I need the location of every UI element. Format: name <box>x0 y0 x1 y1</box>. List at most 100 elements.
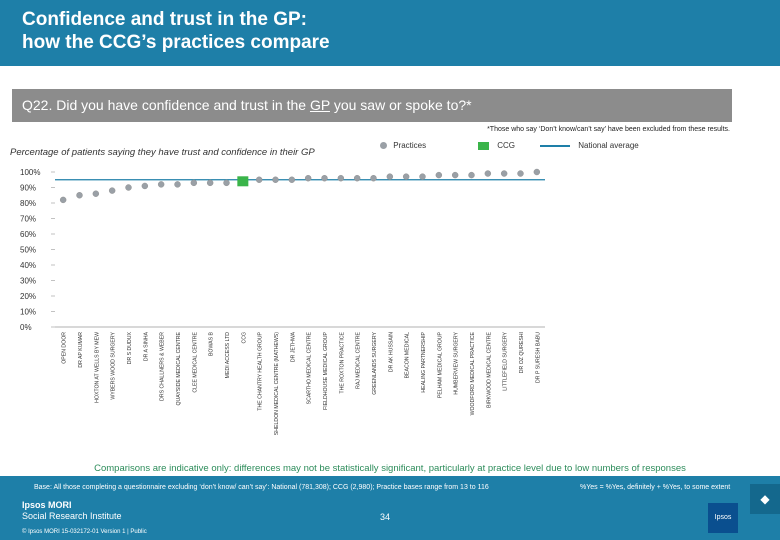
practice-dot <box>451 171 459 179</box>
practice-dot <box>419 173 426 180</box>
question-bar: Q22. Did you have confidence and trust i… <box>12 89 732 122</box>
practice-dot <box>125 184 132 191</box>
ccg-marker <box>237 176 249 187</box>
x-tick-label: DR A SINHA <box>143 331 149 361</box>
nav-icon[interactable]: ◆ <box>750 484 780 514</box>
x-tick-label: BIRKWOOD MEDICAL CENTRE <box>486 331 492 407</box>
practice-dot <box>484 170 492 177</box>
y-tick-label: 70% <box>20 215 36 224</box>
practice-dot <box>402 173 410 180</box>
x-tick-label: SCARTHO MEDICAL CENTRE <box>307 331 313 404</box>
y-tick-label: 30% <box>20 277 36 286</box>
practice-dot <box>500 170 508 177</box>
legend-ccg: CCG <box>478 141 515 150</box>
x-tick-label: MEDI ACCESS LTD <box>225 332 231 379</box>
x-tick-label: QUAYSIDE MEDICAL CENTRE <box>176 331 182 405</box>
question-text: Q22. Did you have confidence and trust i… <box>22 97 472 113</box>
x-tick-label: BEACON MEDICAL <box>405 332 411 379</box>
legend-practices: Practices <box>380 141 426 150</box>
practice-dot <box>92 190 100 197</box>
x-tick-label: DR AK HUSSAIN <box>388 332 394 372</box>
x-tick-label: DR OZ QURESHI <box>519 332 525 373</box>
y-tick-label: 20% <box>20 292 36 301</box>
legend-ccg-marker <box>478 141 489 150</box>
practice-dot <box>76 192 83 199</box>
x-tick-label: DR JETHWA <box>290 331 296 362</box>
logo-line2: Social Research Institute <box>22 511 122 521</box>
x-tick-label: WYBERS WOOD SURGERY <box>111 331 117 399</box>
practice-dot <box>223 179 230 187</box>
legend-national: National average <box>540 141 639 150</box>
practice-dot <box>190 179 198 187</box>
question-underline: GP <box>309 97 330 113</box>
legend-national-line <box>540 144 570 147</box>
y-tick-label: 10% <box>20 308 36 317</box>
logo-line1: Ipsos MORI <box>22 500 72 510</box>
x-tick-label: HOXTON AT WELLS BY MEW <box>94 332 100 403</box>
practice-dot <box>157 181 165 188</box>
x-tick-label: THE ROXTON PRACTICE <box>339 331 345 393</box>
x-tick-label: DR AP KUMAR <box>78 332 84 368</box>
y-tick-label: 60% <box>20 230 36 239</box>
base-note: Base: All those completing a questionnai… <box>34 484 489 491</box>
x-tick-label: DRS CHALLNERS & WEBER <box>160 332 166 401</box>
x-tick-label: THE CHANTRY HEALTH GROUP <box>258 331 264 410</box>
x-tick-label: DR S DUDUX <box>127 331 133 364</box>
practice-dot <box>108 187 116 194</box>
practice-dot <box>321 175 328 182</box>
x-tick-label: DR P SURESH BABU <box>535 332 541 383</box>
comparison-note: Comparisons are indicative only: differe… <box>94 463 686 474</box>
practice-dot <box>288 176 296 183</box>
y-tick-label: 100% <box>20 168 40 177</box>
x-tick-label: BOWAS B <box>209 331 215 356</box>
x-tick-label: PELHAM MEDICAL GROUP <box>437 331 443 398</box>
practice-dot <box>174 181 181 188</box>
question-suffix: you saw or spoke to?* <box>329 97 472 113</box>
practice-dot <box>206 179 214 187</box>
header-bar: Confidence and trust in the GP: how the … <box>0 0 780 66</box>
yes-definition: %Yes = %Yes, definitely + %Yes, to some … <box>580 484 731 491</box>
exclusion-footnote: *Those who say ‘Don’t know/can’t say’ ha… <box>487 126 730 133</box>
practice-dot <box>59 196 67 204</box>
y-tick-label: 40% <box>20 261 36 270</box>
footer-bar <box>0 476 780 540</box>
page-number: 34 <box>380 512 391 522</box>
practice-dot <box>468 171 475 179</box>
legend-practices-dot <box>380 142 387 150</box>
x-tick-label: HUMBERVIEW SURGERY <box>454 331 460 394</box>
x-tick-label: SHELDON MEDICAL CENTRE (MATHEWS) <box>274 332 280 435</box>
chart-subtitle: Percentage of patients saying they have … <box>10 147 315 158</box>
practice-dot <box>337 175 345 182</box>
practice-dot <box>255 176 263 183</box>
x-tick-label: HEALING PARTNERSHIP <box>421 331 427 392</box>
practice-dot <box>304 175 312 182</box>
question-prefix: Q22. Did you have confidence and trust i… <box>22 97 310 113</box>
x-tick-label: FIELDHOUSE MEDICAL GROUP <box>323 331 329 409</box>
legend-national-label: National average <box>578 141 639 150</box>
practice-dot <box>435 171 443 179</box>
practice-dot <box>272 176 279 183</box>
practice-dot <box>370 175 377 182</box>
x-tick-label: RAJ MEDICAL CENTRE <box>356 331 362 388</box>
x-tick-label: WOODFORD MEDICAL PRACTICE <box>470 331 476 415</box>
x-tick-label: LITTLEFIELD SURGERY <box>503 331 509 390</box>
practice-dot <box>533 168 541 176</box>
practice-dot <box>141 182 149 190</box>
page-title: Confidence and trust in the GP: how the … <box>22 9 330 53</box>
practice-dot <box>353 175 361 182</box>
x-tick-label: OPEN DOOR <box>62 332 68 364</box>
legend-practices-label: Practices <box>393 141 427 150</box>
chart-plot-area: 0% 10% 20% 30% 40% 50% 60% 70% 80% 90% 100% OPEN DO… <box>20 168 545 435</box>
y-tick-label: 90% <box>20 184 36 193</box>
y-tick-label: 80% <box>20 199 36 208</box>
practice-dot <box>517 170 524 177</box>
legend-ccg-label: CCG <box>497 141 516 150</box>
y-tick-label: 50% <box>20 246 36 255</box>
practice-dot <box>386 173 394 180</box>
y-tick-label: 0% <box>20 323 32 332</box>
x-tick-label: CCG <box>241 332 247 344</box>
copyright: © Ipsos MORI 15-032172-01 Version 1 | Pu… <box>22 529 147 535</box>
ipsos-mori-logo: Ipsos MORI Social Research Institute <box>22 500 122 522</box>
x-tick-label: GREENLANDS SURGERY <box>372 331 378 394</box>
x-tick-label: CLEE MEDICAL CENTRE <box>192 331 198 392</box>
